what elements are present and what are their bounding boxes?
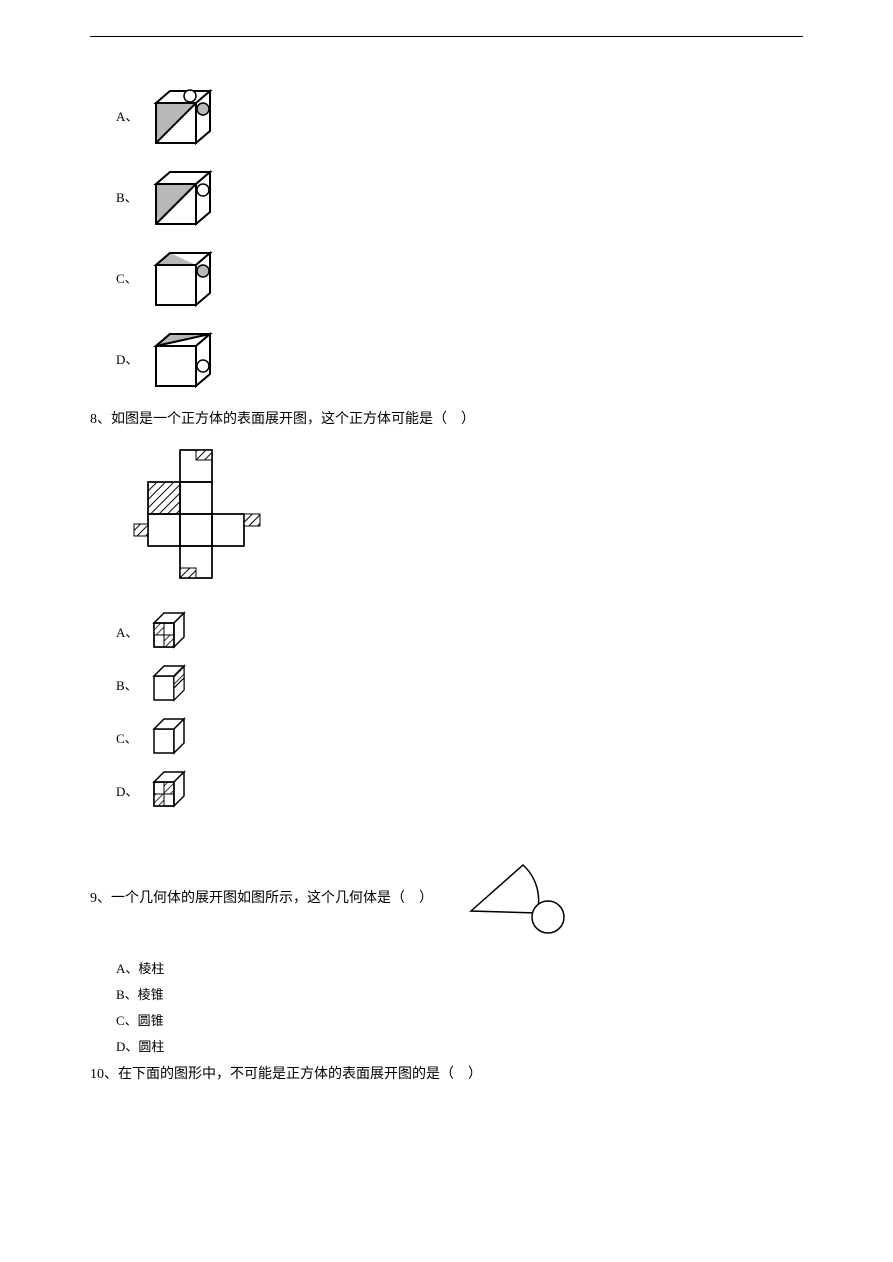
q8-option-a: A、 xyxy=(116,607,803,656)
q7-option-d: D、 xyxy=(116,320,803,397)
option-text: 圆锥 xyxy=(138,1013,164,1028)
question-number: 10、 xyxy=(90,1067,118,1082)
option-label: A、 xyxy=(116,106,138,125)
option-label: D、 xyxy=(116,781,138,800)
q8-options: A、 xyxy=(90,607,803,815)
page-top-rule xyxy=(90,36,803,37)
question-number: 8、 xyxy=(90,412,111,427)
q8-stem-figure xyxy=(120,442,803,597)
option-label: B、 xyxy=(116,987,138,1002)
q8-option-b: B、 xyxy=(116,660,803,709)
cube-figure-icon xyxy=(148,766,192,815)
cube-figure-icon xyxy=(148,320,226,397)
q9-option-b: B、棱锥 xyxy=(116,984,803,1003)
q8-option-d: D、 xyxy=(116,766,803,815)
q7-option-c: C、 xyxy=(116,239,803,316)
question-text: 如图是一个正方体的表面展开图，这个正方体可能是（ ） xyxy=(111,412,475,427)
q9-row: 9、一个几何体的展开图如图所示，这个几何体是（ ） xyxy=(90,851,803,942)
cube-figure-icon xyxy=(148,77,226,154)
q9-options: A、棱柱 B、棱锥 C、圆锥 D、圆柱 xyxy=(116,958,803,1055)
net-figure-icon xyxy=(120,442,290,592)
cube-figure-icon xyxy=(148,239,226,316)
page: A、 xyxy=(0,0,893,1137)
question-number: 9、 xyxy=(90,891,111,906)
q8-option-c: C、 xyxy=(116,713,803,762)
option-text: 棱锥 xyxy=(138,987,164,1002)
question-text: 在下面的图形中，不可能是正方体的表面展开图的是（ ） xyxy=(118,1067,482,1082)
q9-option-c: C、圆锥 xyxy=(116,1010,803,1029)
cone-net-icon xyxy=(453,851,583,937)
option-label: C、 xyxy=(116,268,138,287)
cube-figure-icon xyxy=(148,158,226,235)
q7-option-a: A、 xyxy=(116,77,803,154)
q9-figure xyxy=(453,851,583,942)
cube-figure-icon xyxy=(148,660,192,709)
q9-option-a: A、棱柱 xyxy=(116,958,803,977)
option-label: A、 xyxy=(116,622,138,641)
q7-option-b: B、 xyxy=(116,158,803,235)
cube-figure-icon xyxy=(148,607,192,656)
question-text: 一个几何体的展开图如图所示，这个几何体是（ ） xyxy=(111,891,433,906)
option-label: B、 xyxy=(116,675,138,694)
option-label: D、 xyxy=(116,1039,138,1054)
option-label: B、 xyxy=(116,187,138,206)
q7-options: A、 xyxy=(90,77,803,397)
q9-option-d: D、圆柱 xyxy=(116,1036,803,1055)
option-label: C、 xyxy=(116,728,138,747)
option-label: D、 xyxy=(116,349,138,368)
option-text: 圆柱 xyxy=(138,1039,164,1054)
q8-stem: 8、如图是一个正方体的表面展开图，这个正方体可能是（ ） xyxy=(90,407,803,432)
option-text: 棱柱 xyxy=(138,961,164,976)
q10-stem: 10、在下面的图形中，不可能是正方体的表面展开图的是（ ） xyxy=(90,1062,803,1087)
cube-figure-icon xyxy=(148,713,192,762)
option-label: C、 xyxy=(116,1013,138,1028)
option-label: A、 xyxy=(116,961,138,976)
